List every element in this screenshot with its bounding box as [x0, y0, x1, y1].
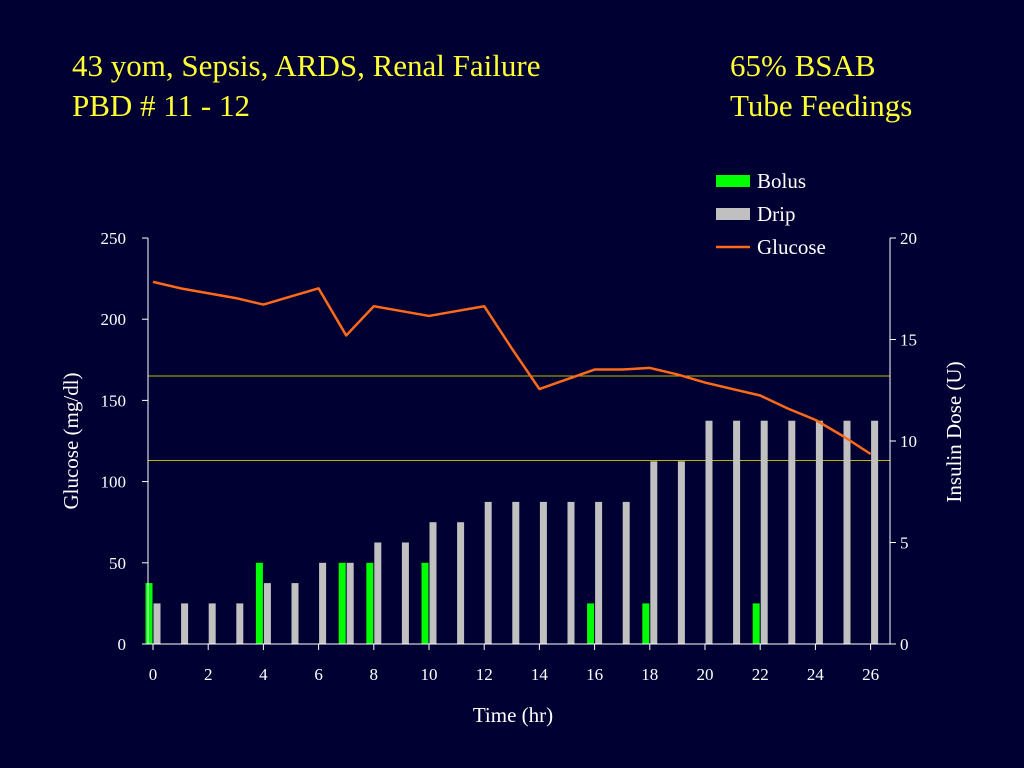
title-right-line-1: 65% BSAB — [730, 48, 876, 83]
x-tick-label: 18 — [641, 665, 658, 684]
drip-bar — [181, 603, 189, 644]
bolus-bar — [366, 562, 374, 644]
drip-bar — [650, 461, 658, 644]
bolus-bar — [587, 603, 595, 644]
left-tick-label: 200 — [101, 310, 127, 329]
drip-bar — [539, 501, 547, 644]
drip-bar — [705, 420, 713, 644]
x-tick-label: 20 — [697, 665, 714, 684]
bolus-bar — [145, 583, 153, 644]
drip-bar — [291, 583, 299, 644]
drip-bar — [843, 420, 851, 644]
drip-bar — [208, 603, 216, 644]
drip-bar — [512, 501, 520, 644]
x-tick-label: 8 — [370, 665, 379, 684]
drip-bar — [319, 562, 327, 644]
bolus-bar — [338, 562, 346, 644]
right-tick-label: 15 — [900, 331, 917, 350]
x-axis-title: Time (hr) — [473, 703, 553, 727]
drip-bar — [595, 501, 603, 644]
drip-bar — [401, 542, 409, 644]
drip-bar — [263, 583, 271, 644]
right-tick-label: 20 — [900, 229, 917, 248]
slide-title-right: 65% BSAB Tube Feedings — [730, 46, 912, 126]
x-tick-label: 14 — [531, 665, 549, 684]
bolus-bar — [752, 603, 760, 644]
insulin-bars — [145, 420, 879, 644]
x-tick-label: 4 — [259, 665, 268, 684]
bolus-bar — [642, 603, 650, 644]
legend-label-bolus: Bolus — [757, 169, 806, 193]
legend-label-glucose: Glucose — [757, 235, 826, 259]
drip-bar — [484, 501, 492, 644]
x-tick-label: 6 — [314, 665, 323, 684]
legend-swatch-bolus — [716, 175, 750, 187]
bolus-bar — [255, 562, 263, 644]
drip-bar — [733, 420, 741, 644]
reference-lines — [148, 375, 890, 461]
drip-bar — [760, 420, 768, 644]
x-tick-label: 24 — [807, 665, 825, 684]
title-right-line-2: Tube Feedings — [730, 88, 913, 123]
legend: Bolus Drip Glucose — [716, 169, 826, 259]
right-tick-label: 5 — [900, 534, 909, 553]
drip-bar — [153, 603, 161, 644]
x-tick-label: 2 — [204, 665, 213, 684]
slide-title-left: 43 yom, Sepsis, ARDS, Renal Failure PBD … — [72, 46, 540, 126]
drip-bar — [236, 603, 244, 644]
title-left-line-2: PBD # 11 - 12 — [72, 88, 250, 123]
drip-bar — [677, 461, 685, 644]
left-axis-title: Glucose (mg/dl) — [59, 372, 83, 509]
left-tick-label: 100 — [101, 473, 127, 492]
legend-swatch-drip — [716, 208, 750, 220]
x-tick-label: 12 — [476, 665, 493, 684]
left-tick-label: 250 — [101, 229, 127, 248]
x-tick-label: 0 — [149, 665, 158, 684]
x-tick-label: 22 — [752, 665, 769, 684]
glucose-line — [152, 280, 872, 456]
left-tick-label: 50 — [109, 554, 126, 573]
drip-bar — [788, 420, 796, 644]
drip-bar — [871, 420, 879, 644]
drip-bar — [815, 420, 823, 644]
right-tick-label: 10 — [900, 432, 917, 451]
left-tick-label: 0 — [118, 635, 127, 654]
x-tick-label: 10 — [421, 665, 438, 684]
glucose-line-group — [152, 280, 872, 456]
drip-bar — [457, 522, 465, 644]
right-tick-label: 0 — [900, 635, 909, 654]
title-left-line-1: 43 yom, Sepsis, ARDS, Renal Failure — [72, 48, 541, 83]
x-tick-label: 26 — [862, 665, 879, 684]
bolus-bar — [421, 562, 429, 644]
right-axis-title: Insulin Dose (U) — [942, 361, 966, 502]
drip-bar — [346, 562, 354, 644]
legend-label-drip: Drip — [757, 202, 796, 226]
drip-bar — [374, 542, 382, 644]
x-tick-label: 16 — [586, 665, 603, 684]
drip-bar — [567, 501, 575, 644]
drip-bar — [429, 522, 437, 644]
drip-bar — [622, 501, 630, 644]
left-tick-label: 150 — [101, 391, 127, 410]
